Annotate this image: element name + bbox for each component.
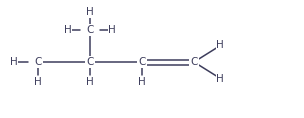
Text: C: C — [138, 57, 146, 67]
Text: H: H — [216, 74, 224, 84]
Text: H: H — [10, 57, 18, 67]
Text: C: C — [86, 57, 94, 67]
Text: H: H — [86, 7, 94, 17]
Text: H: H — [216, 40, 224, 50]
Text: C: C — [86, 25, 94, 35]
Text: H: H — [108, 25, 116, 35]
Text: C: C — [190, 57, 198, 67]
Text: H: H — [64, 25, 72, 35]
Text: H: H — [86, 77, 94, 87]
Text: H: H — [138, 77, 146, 87]
Text: C: C — [34, 57, 42, 67]
Text: H: H — [34, 77, 42, 87]
